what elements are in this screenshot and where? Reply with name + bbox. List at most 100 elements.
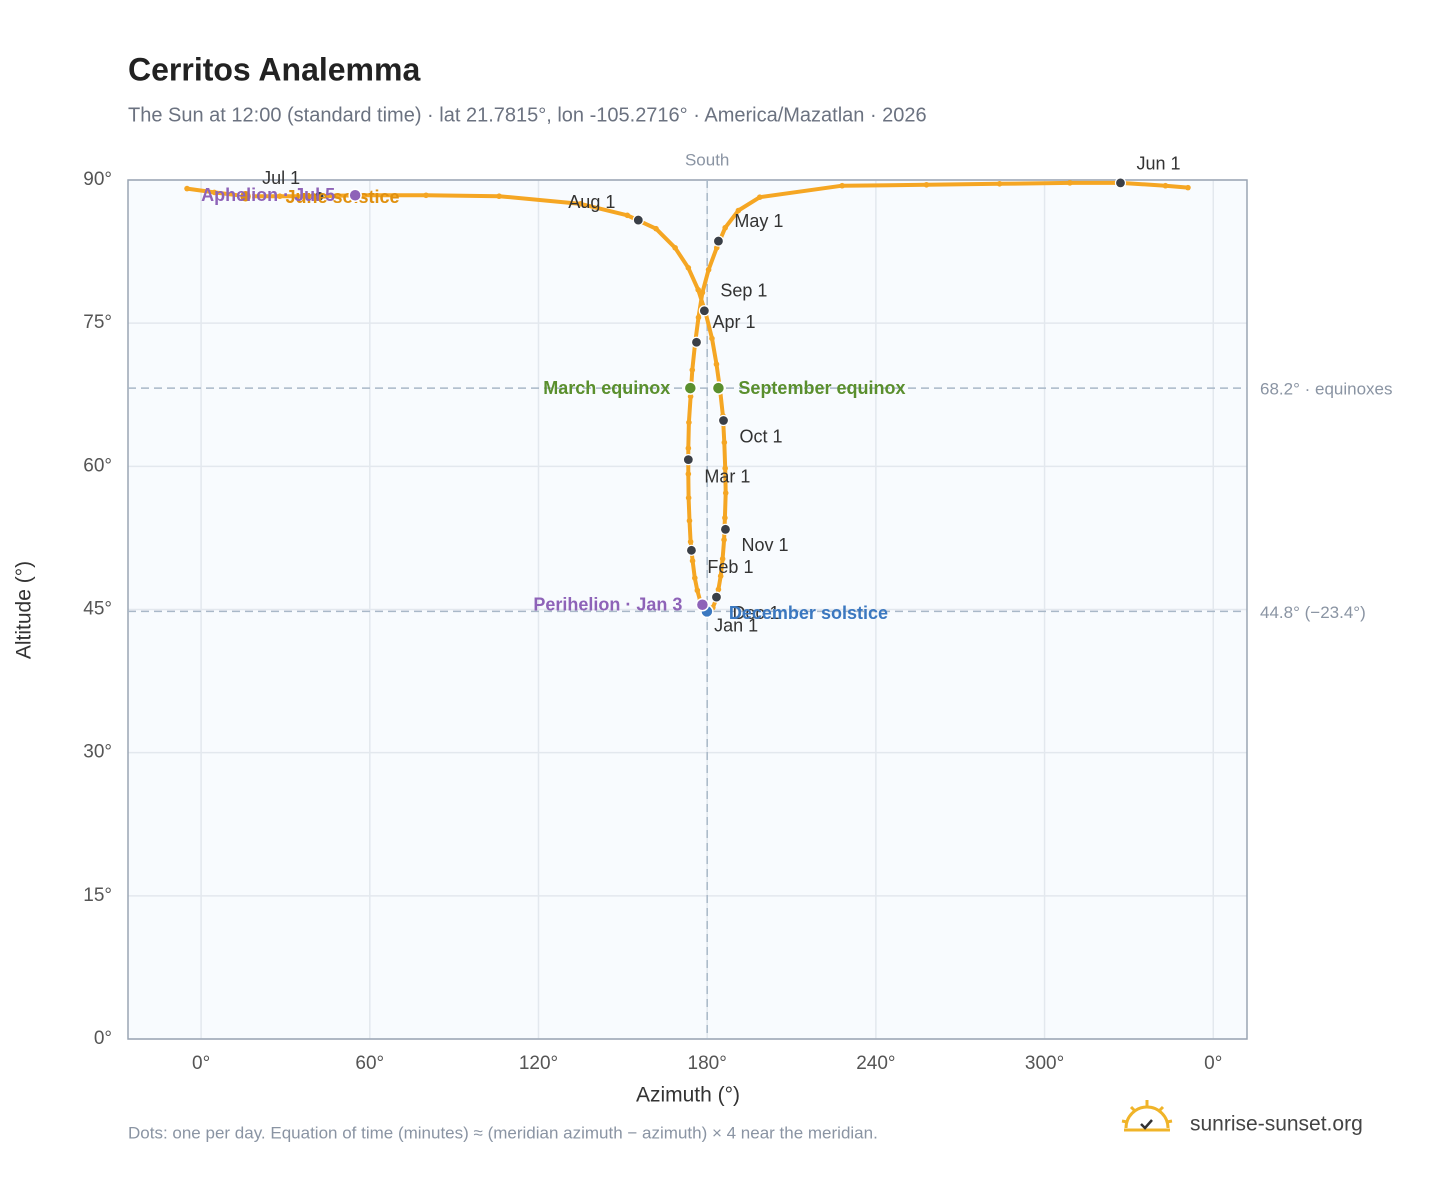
y-tick-label: 15°: [83, 885, 112, 906]
month-label: Jan 1: [714, 615, 758, 635]
footnote: Dots: one per day. Equation of time (min…: [128, 1123, 878, 1142]
y-tick-label: 90°: [83, 169, 112, 190]
month-label: Mar 1: [704, 466, 750, 486]
chart-title: Cerritos Analemma: [128, 51, 420, 87]
month-marker: [717, 414, 730, 427]
daily-dot: [721, 439, 728, 446]
daily-dot: [1185, 184, 1191, 191]
reference-label: 44.8° (−23.4°): [1260, 603, 1366, 622]
month-label: Sep 1: [720, 281, 767, 301]
daily-dot: [689, 367, 696, 373]
daily-dot: [692, 575, 698, 581]
daily-dot: [713, 361, 720, 368]
month-label: May 1: [734, 211, 783, 231]
daily-dot: [722, 515, 728, 521]
event-label: December solstice: [729, 603, 888, 623]
month-marker: [710, 591, 723, 603]
daily-dot: [653, 225, 659, 232]
month-label: Jun 1: [1136, 154, 1180, 174]
daily-dot: [624, 212, 631, 219]
daily-dot: [839, 182, 845, 189]
daily-dot: [722, 465, 728, 472]
y-tick-label: 75°: [83, 312, 112, 333]
x-tick-label: 300°: [1025, 1053, 1064, 1074]
daily-dot: [694, 587, 701, 594]
x-tick-label: 0°: [1204, 1053, 1222, 1074]
daily-dot: [699, 289, 706, 296]
month-label: Nov 1: [741, 535, 788, 555]
y-tick-label: 60°: [83, 455, 112, 476]
reference-label: 68.2° · equinoxes: [1260, 380, 1393, 399]
daily-dot: [721, 537, 727, 543]
y-axis-label: Altitude (°): [13, 561, 36, 659]
y-tick-label: 30°: [83, 742, 112, 763]
event-marker: [711, 381, 726, 395]
month-marker: [685, 544, 698, 556]
daily-dot: [689, 558, 696, 564]
daily-dot: [719, 556, 726, 562]
month-marker: [719, 523, 732, 535]
daily-dot: [687, 393, 694, 400]
daily-dot: [686, 419, 692, 426]
month-label: Aug 1: [568, 192, 615, 212]
daily-dot: [1067, 180, 1073, 186]
brand: sunrise-sunset.org: [1190, 1113, 1363, 1136]
x-axis-label: Azimuth (°): [636, 1084, 740, 1107]
daily-dot: [722, 490, 729, 496]
daily-dot: [687, 538, 694, 545]
month-marker: [690, 336, 703, 348]
month-label: Jul 1: [262, 168, 300, 188]
month-label: Oct 1: [739, 426, 782, 446]
daily-dot: [685, 495, 692, 501]
daily-dot: [735, 207, 742, 214]
daily-dot: [705, 266, 712, 273]
month-marker: [682, 454, 694, 466]
daily-dot: [695, 314, 702, 321]
x-tick-label: 180°: [688, 1053, 727, 1074]
y-tick-label: 45°: [83, 599, 112, 620]
month-label: Dec 1: [732, 603, 779, 623]
daily-dot: [685, 265, 692, 271]
daily-dot: [722, 224, 728, 231]
daily-dot: [685, 445, 692, 451]
event-marker: [348, 188, 362, 203]
month-marker: [712, 235, 725, 247]
event-marker: [238, 189, 253, 203]
daily-dot: [923, 181, 930, 188]
daily-dot: [1162, 182, 1169, 189]
brand-logo: [1121, 1100, 1173, 1132]
daily-dot: [756, 194, 763, 200]
month-label: Apr 1: [712, 312, 755, 332]
daily-dot: [695, 286, 701, 293]
event-marker: [683, 381, 698, 395]
y-tick-label: 0°: [94, 1028, 112, 1049]
month-marker: [1114, 177, 1127, 189]
x-tick-label: 60°: [355, 1053, 384, 1074]
month-label: Feb 1: [707, 557, 753, 577]
event-label: June solstice: [286, 187, 400, 207]
chart-subtitle: The Sun at 12:00 (standard time) · lat 2…: [128, 104, 927, 126]
daily-dot: [996, 181, 1003, 187]
month-marker: [632, 214, 644, 226]
daily-dot: [211, 189, 218, 196]
daily-dot: [715, 586, 722, 593]
event-label: March equinox: [543, 378, 670, 398]
x-tick-label: 240°: [856, 1053, 895, 1074]
event-marker: [695, 597, 710, 612]
x-tick-label: 0°: [192, 1053, 210, 1074]
daily-dot: [577, 201, 584, 207]
plot-border: [127, 179, 1248, 1040]
daily-dot: [717, 573, 724, 579]
daily-dot: [423, 192, 429, 199]
daily-dot: [685, 471, 692, 477]
event-label: Aphelion · Jul 5: [201, 185, 335, 205]
daily-dot: [184, 185, 190, 192]
reference-label: South: [685, 150, 729, 169]
x-tick-label: 120°: [519, 1053, 558, 1074]
month-marker: [313, 190, 325, 202]
daily-dot: [709, 335, 715, 342]
event-label: September equinox: [738, 378, 905, 398]
daily-dot: [686, 517, 693, 524]
daily-dot: [277, 193, 283, 200]
